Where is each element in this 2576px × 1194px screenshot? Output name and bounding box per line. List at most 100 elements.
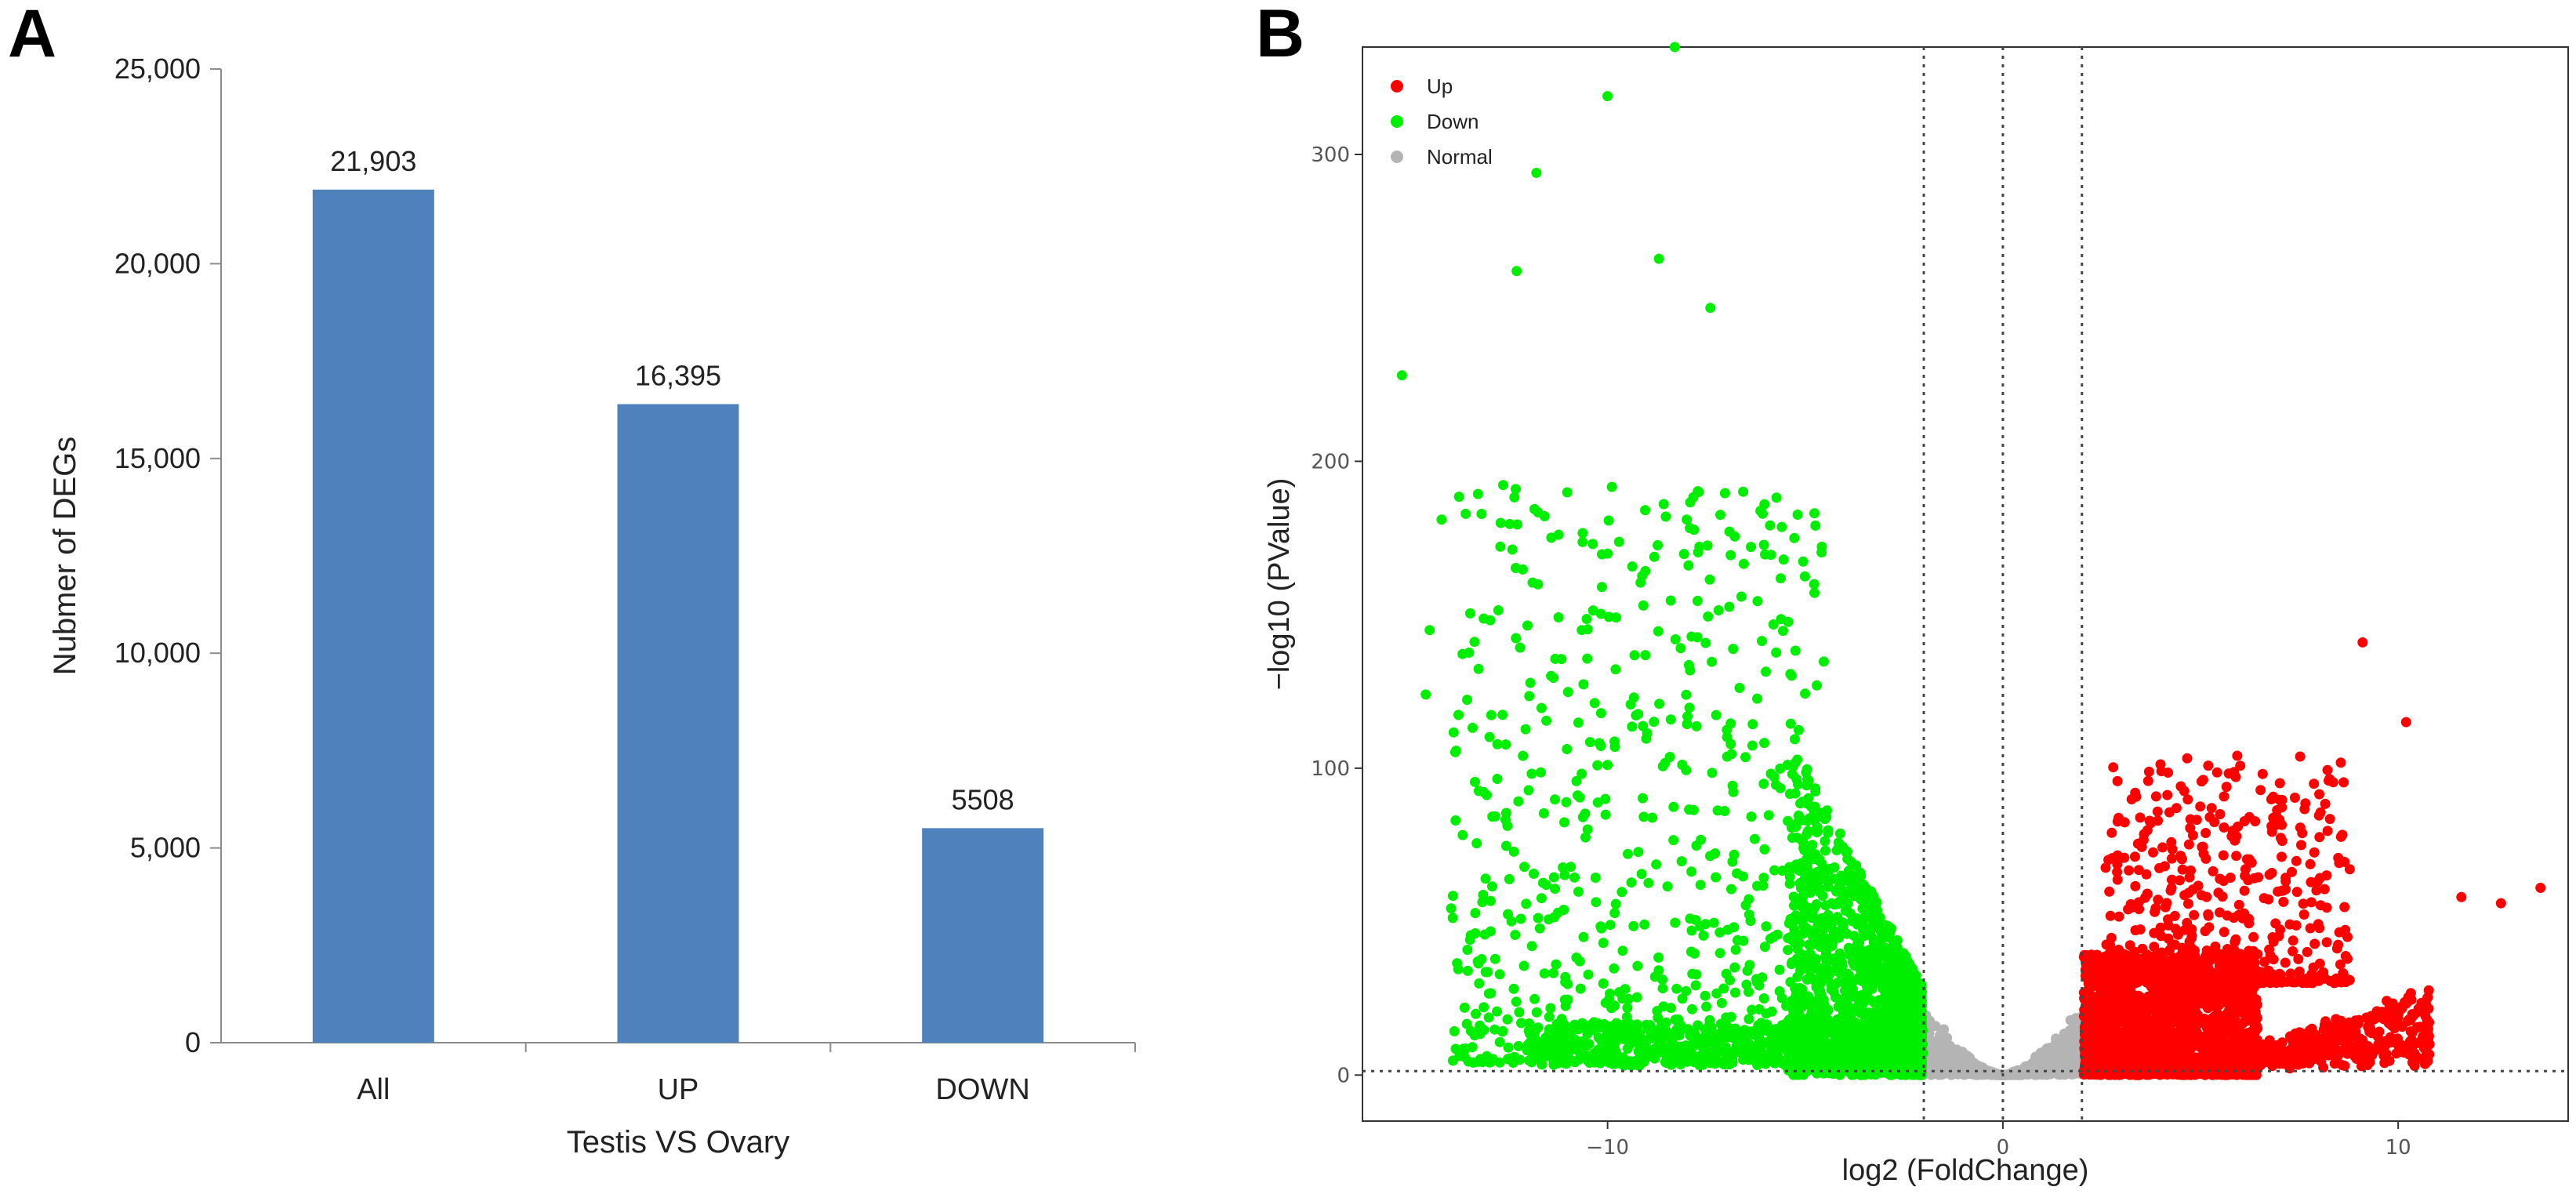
- point-down: [1396, 370, 1407, 381]
- point-down: [1838, 891, 1849, 902]
- point-down: [1561, 797, 1572, 807]
- point-down: [1795, 985, 1806, 996]
- point-down: [1597, 549, 1607, 560]
- point-down: [1831, 1054, 1842, 1065]
- point-down: [1715, 1018, 1726, 1029]
- point-down: [1522, 620, 1533, 631]
- point-down: [1759, 844, 1770, 855]
- point-down: [1715, 510, 1725, 521]
- point-down: [1460, 508, 1471, 519]
- point-down: [1628, 920, 1639, 931]
- point-down: [1792, 510, 1803, 520]
- point-normal: [2057, 1061, 2068, 1072]
- point-down: [1677, 993, 1688, 1004]
- point-down: [1467, 1042, 1478, 1053]
- point-down: [1820, 836, 1830, 847]
- point-down: [1884, 995, 1894, 1006]
- point-down: [1446, 903, 1457, 914]
- point-down: [1660, 511, 1671, 522]
- point-down: [1670, 917, 1681, 928]
- point-down: [1690, 980, 1701, 991]
- point-down: [1573, 717, 1584, 728]
- point-down: [1743, 1014, 1754, 1025]
- point-down: [1468, 722, 1478, 733]
- point-down: [1576, 1018, 1587, 1029]
- point-down: [1450, 815, 1461, 826]
- point-down: [1841, 905, 1851, 916]
- point-down: [1810, 786, 1821, 797]
- point-down: [1841, 928, 1852, 939]
- points-normal: [1917, 1010, 2089, 1080]
- category-label: UP: [658, 1073, 699, 1106]
- point-down: [1784, 871, 1795, 882]
- point-normal: [2061, 1049, 2072, 1059]
- point-down: [1462, 965, 1473, 976]
- point-up: [2153, 1002, 2164, 1013]
- point-down: [1622, 1003, 1633, 1013]
- point-down: [1471, 838, 1482, 849]
- point-down: [1590, 873, 1601, 883]
- point-down: [1820, 1051, 1831, 1062]
- point-down: [1548, 967, 1559, 978]
- point-down: [1752, 880, 1762, 891]
- point-down: [1752, 693, 1762, 704]
- point-down: [1537, 1059, 1547, 1070]
- point-down: [1512, 519, 1522, 530]
- point-down: [1894, 1006, 1905, 1017]
- point-down: [1758, 508, 1768, 519]
- point-down: [1562, 1023, 1573, 1034]
- point-down: [1529, 993, 1540, 1004]
- point-up: [2081, 1057, 2092, 1068]
- point-down: [1834, 961, 1845, 972]
- point-up: [2078, 987, 2089, 998]
- point-down: [1786, 670, 1797, 681]
- point-down: [1495, 517, 1506, 528]
- point-down: [1686, 925, 1697, 936]
- point-down: [1673, 1026, 1684, 1037]
- point-down: [1833, 837, 1844, 848]
- point-down: [1511, 633, 1522, 644]
- point-down: [1494, 969, 1505, 980]
- point-down: [1798, 890, 1809, 900]
- point-normal: [1930, 1021, 1941, 1032]
- point-down: [1533, 1022, 1544, 1033]
- point-down: [1790, 734, 1800, 745]
- point-down: [1635, 577, 1646, 588]
- point-down: [1649, 1053, 1660, 1064]
- point-down: [1765, 933, 1776, 944]
- point-down: [1629, 650, 1640, 661]
- point-down: [1724, 601, 1735, 612]
- point-down: [1508, 846, 1519, 857]
- point-down: [1683, 659, 1694, 670]
- point-down: [1516, 1018, 1526, 1029]
- point-down: [1529, 869, 1539, 879]
- point-down: [1747, 1043, 1758, 1054]
- point-down: [1643, 877, 1654, 888]
- point-down: [1638, 1047, 1649, 1058]
- point-down: [1595, 708, 1606, 719]
- point-down: [1447, 891, 1458, 902]
- point-down: [1757, 636, 1767, 647]
- point-down: [1811, 824, 1821, 835]
- point-down: [1454, 1051, 1465, 1062]
- point-down: [1675, 643, 1686, 654]
- point-down: [1807, 997, 1817, 1008]
- point-down: [1761, 666, 1772, 677]
- point-down: [1894, 964, 1905, 974]
- point-down: [1722, 731, 1732, 742]
- point-down: [1852, 993, 1863, 1004]
- point-down: [1798, 838, 1809, 849]
- point-down: [1662, 881, 1673, 892]
- point-normal: [2009, 1069, 2020, 1080]
- point-down: [1865, 995, 1876, 1006]
- point-down: [1492, 739, 1503, 749]
- point-up: [2240, 1009, 2251, 1020]
- point-normal: [2070, 1013, 2081, 1024]
- point-down: [1582, 653, 1593, 664]
- y-tick-label: 5,000: [130, 832, 201, 864]
- point-down: [1611, 1036, 1621, 1047]
- point-down: [1470, 908, 1481, 919]
- point-down: [1885, 1049, 1896, 1060]
- point-down: [1575, 983, 1586, 994]
- point-down: [1718, 1059, 1729, 1070]
